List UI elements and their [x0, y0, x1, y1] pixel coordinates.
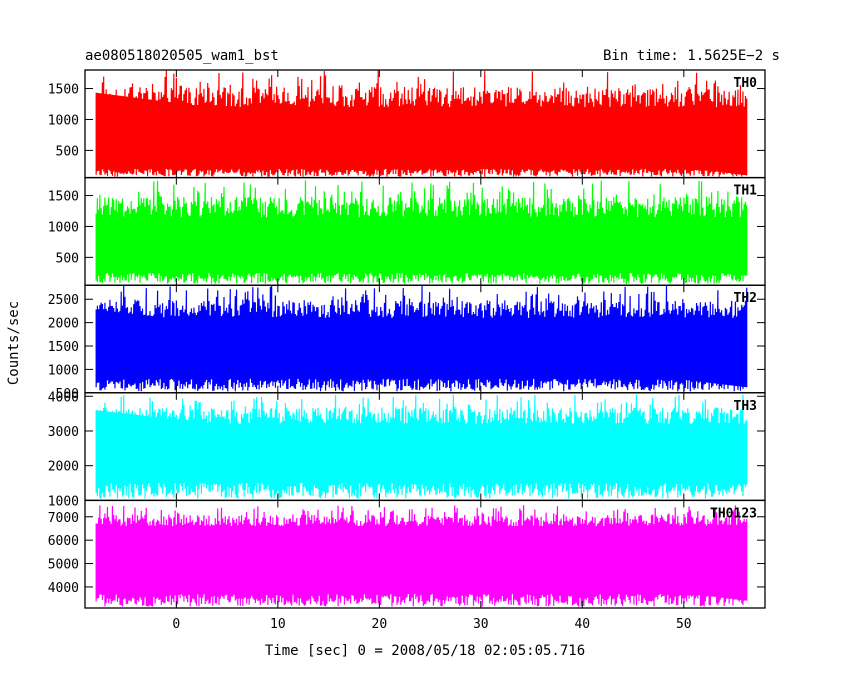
y-tick-label: 1500	[48, 340, 79, 355]
panels-group: 500 1000 1500 TH0 500 1000 1500 TH1 500 1000 1500 2…	[48, 69, 766, 609]
signal-th0	[95, 70, 748, 177]
panel-th3: 1000 2000 3000 4000 TH3	[48, 390, 766, 509]
panel-label: TH1	[734, 184, 758, 199]
panel-th2: 500 1000 1500 2000 2500 TH2	[48, 284, 766, 402]
y-tick-label: 1000	[48, 220, 79, 235]
x-tick-label: 0	[172, 617, 180, 632]
signal-th2	[95, 285, 748, 392]
panel-th1: 500 1000 1500 TH1	[48, 176, 766, 286]
signal-th3	[95, 394, 748, 499]
y-axis-title: Counts/sec	[6, 301, 22, 385]
x-axis-title: Time [sec] 0 = 2008/05/18 02:05:05.716	[265, 643, 585, 659]
panel-label: TH3	[734, 399, 757, 414]
y-tick-label: 5000	[48, 558, 79, 573]
y-tick-label: 500	[56, 144, 79, 159]
x-tick-label: 40	[574, 617, 590, 632]
y-tick-label: 4000	[48, 581, 79, 596]
panel-label: TH0	[734, 76, 758, 91]
y-tick-label: 6000	[48, 534, 79, 549]
y-tick-label: 7000	[48, 511, 79, 526]
signal-th1	[95, 180, 748, 284]
x-tick-label: 10	[270, 617, 286, 632]
x-tick-label: 20	[372, 617, 388, 632]
y-tick-label: 1500	[48, 190, 79, 205]
y-tick-label: 1000	[48, 113, 79, 128]
panel-label: TH2	[734, 291, 757, 306]
y-tick-label: 1000	[48, 494, 79, 509]
x-tick-label: 30	[473, 617, 489, 632]
panel-frame	[84, 499, 766, 609]
y-tick-label: 500	[56, 387, 79, 402]
y-tick-label: 2000	[48, 460, 79, 475]
signal-th0123	[95, 505, 748, 607]
y-tick-label: 3000	[48, 425, 79, 440]
y-tick-label: 2500	[48, 293, 79, 308]
panel-th0123: 4000 5000 6000 7000 TH0123	[48, 499, 766, 609]
plot-title: ae080518020505_wam1_bst	[85, 48, 279, 64]
panel-label: TH0123	[710, 506, 757, 521]
bin-time-label: Bin time: 1.5625E−2 s	[603, 48, 780, 64]
y-tick-label: 1500	[48, 83, 79, 98]
y-tick-label: 500	[56, 251, 79, 266]
x-axis-labels: 0 10 20 30 40 50	[172, 617, 691, 632]
x-tick-label: 50	[676, 617, 692, 632]
y-tick-label: 1000	[48, 363, 79, 378]
y-tick-label: 2000	[48, 317, 79, 332]
y-tick-label: 4000	[48, 390, 79, 405]
panel-th0: 500 1000 1500 TH0	[48, 69, 766, 179]
